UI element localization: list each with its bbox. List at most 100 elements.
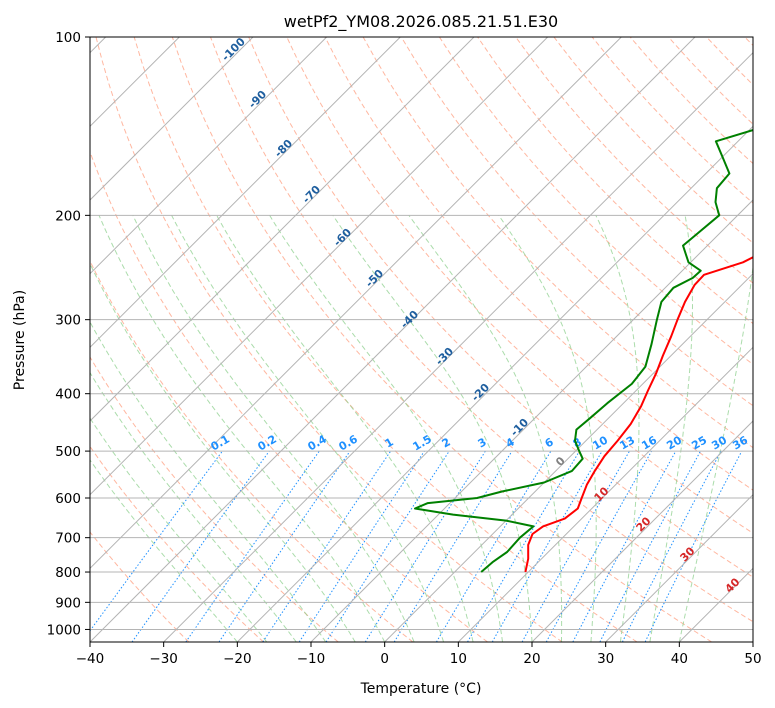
x-axis-label: Temperature (°C) [360,681,482,697]
isotherm-line [384,272,753,642]
mixing-ratio-line [393,450,513,642]
moist-adiabat-line [90,459,238,642]
mixing-ratio-line [262,450,392,642]
x-tick-label: 10 [450,651,467,667]
x-tick-label: 40 [671,651,688,667]
dry-adiabat-label: -70 [300,183,323,206]
isotherm-line [90,37,401,349]
dry-adiabat-line [90,445,264,642]
isobars [90,37,753,630]
mixing-ratio-label: 10 [590,433,610,452]
dry-adiabat-line [400,37,753,407]
moist-adiabat-line [90,371,297,642]
dry-adiabat-label: -50 [363,267,386,290]
chart-title: wetPf2_YM08.2026.085.21.51.E30 [284,12,558,32]
mixing-ratio-line [545,450,653,642]
mixing-ratio-line [90,450,223,632]
isotherm-line [90,37,328,275]
dry-adiabat-label: -40 [398,308,421,331]
isotherm-line [531,420,753,642]
dry-adiabat-line [90,531,190,642]
plot-area: -100-90-80-70-60-50-40-30-20-10010203040… [90,37,753,642]
plot-frame [89,36,754,643]
moist-adiabats [90,215,753,642]
mixing-ratio-label: 0.4 [306,432,330,453]
y-tick-label: 700 [55,531,81,547]
isotherm-line [90,37,549,496]
dry-adiabat-line [744,37,753,47]
mixing-ratio-line [298,450,425,642]
dry-adiabat-line [90,150,488,642]
isotherm-line [752,641,753,642]
moist-adiabat-line [90,262,356,642]
moist-adiabat-line [498,215,597,642]
dry-adiabat-line [362,37,753,449]
dry-adiabat-line [90,259,414,642]
mixing-ratio-lines [90,450,743,642]
dry-adiabat-label: -20 [469,381,492,404]
y-tick-label: 1000 [47,622,81,638]
isotherm-line [310,199,753,642]
dry-adiabat-line [95,37,563,642]
y-tick-label: 400 [55,387,81,403]
mixing-ratio-label: 2 [440,435,453,450]
y-axis: 1000 900 800 700 600 500 400 300 200 100 [47,30,90,638]
dry-adiabat-line [706,37,753,86]
dry-adiabat-label: -60 [331,226,354,249]
dry-adiabat-line [210,37,753,623]
mixing-ratio-line [325,450,450,642]
y-axis-label: Pressure (hPa) [12,290,28,390]
dry-adiabat-label: -80 [272,137,295,160]
isotherms [90,37,753,642]
mixing-ratio-label: 25 [689,434,709,453]
mixing-ratio-label: 0.1 [209,432,232,453]
moist-adiabat-label: 10 [592,484,612,504]
temperature-profile [524,256,753,573]
x-axis: −40 −30 −20 −10 0 10 20 30 40 50 [76,642,762,667]
moist-adiabat-line [171,215,445,642]
mixing-ratio-line [218,450,351,642]
isotherm-line [90,37,254,201]
y-tick-label: 500 [55,444,81,460]
moist-adiabat-line [132,215,415,642]
y-tick-label: 300 [55,313,81,329]
moist-adiabat-line [595,215,640,642]
isotherm-line [90,37,696,642]
isotherm-line [90,37,622,570]
x-tick-label: 20 [523,651,540,667]
dry-adiabat-label: -10 [508,416,531,439]
mixing-ratio-line [621,450,722,642]
mixing-ratio-label: 30 [709,433,729,452]
mixing-ratio-line [521,450,630,642]
x-tick-label: 0 [380,651,389,667]
dry-adiabat-line [438,37,753,366]
mixing-ratio-line [185,450,320,642]
mixing-ratio-line [599,450,701,642]
x-tick-label: 30 [597,651,614,667]
mixing-ratio-label: 6 [543,435,556,450]
x-tick-label: 50 [744,651,761,667]
moist-adiabat-label: 30 [678,544,698,564]
moist-adiabat-line [649,215,693,642]
y-tick-label: 800 [55,565,81,581]
dewpoint-profile [414,128,753,573]
x-tick-label: −10 [297,651,326,667]
mixing-ratio-line [467,450,580,642]
dry-adiabats [90,37,753,642]
y-tick-label: 200 [55,208,81,224]
mixing-ratio-line [572,450,677,642]
line-labels: -100-90-80-70-60-50-40-30-20-10010203040… [209,37,751,596]
x-tick-label: −40 [76,651,105,667]
isotherm-line [236,125,753,642]
dry-adiabat-line [171,37,712,642]
mixing-ratio-label: 3 [476,435,489,450]
moist-adiabat-line [332,215,533,642]
mixing-ratio-label: 0.6 [337,432,361,453]
mixing-ratio-label: 36 [730,433,750,452]
moist-adiabat-line [98,215,386,642]
mixing-ratio-line [644,450,743,642]
moist-adiabat-line [408,215,563,642]
mixing-ratio-label: 1.5 [411,432,434,453]
isotherm-line [163,51,753,642]
